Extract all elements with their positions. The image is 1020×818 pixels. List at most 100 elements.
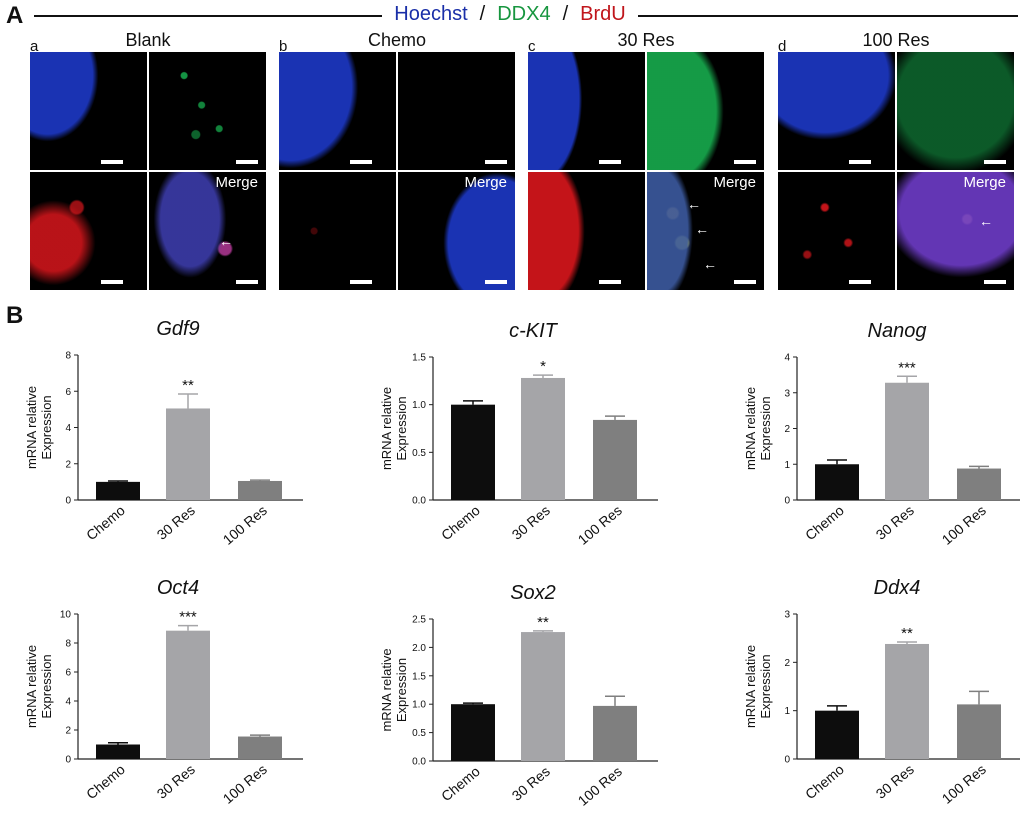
y-tick-label: 0 (65, 496, 71, 507)
significance-marker: ** (537, 614, 549, 631)
group-label: d (778, 38, 787, 55)
legend-sep-2: / (556, 3, 575, 25)
group-title: Chemo (367, 30, 427, 50)
x-tick-label: 100 Res (939, 502, 989, 548)
bar-3 (238, 480, 282, 500)
y-tick-label: 2 (784, 424, 790, 435)
bar-2 (885, 382, 929, 500)
arrow-icon: ← (695, 221, 709, 237)
x-tick-label: 30 Res (509, 502, 553, 543)
group-title: Blank (125, 30, 171, 50)
brdu-tile (528, 172, 645, 290)
significance-marker: ** (182, 377, 194, 394)
y-tick-label: 2 (784, 658, 790, 669)
hoechst-tile (30, 52, 147, 170)
merge-tile: Merge ← (897, 172, 1014, 290)
y-tick-label: 1.5 (412, 671, 426, 682)
significance-marker: ** (901, 625, 913, 642)
merge-tile: Merge ← ← ← (647, 172, 764, 290)
significance-marker: *** (179, 609, 197, 626)
micrograph-group-4: d 100 Res Merge ← (778, 30, 1014, 290)
group-label: b (279, 38, 288, 55)
chart-1: Gdf9 0 2 4 6 8 mRNA relativeExpression Chemo ** 3… (24, 318, 303, 548)
y-tick-label: 10 (60, 610, 72, 621)
y-tick-label: 8 (65, 639, 71, 650)
panel-a-letter: A (6, 2, 24, 29)
y-tick-label: 1.0 (412, 700, 426, 711)
bar-3 (957, 468, 1001, 500)
chart-4: Oct4 0 2 4 6 8 10 mRNA relativeExpression Chemo *… (24, 577, 303, 807)
merge-label: Merge (713, 174, 756, 191)
bar-2 (166, 630, 210, 759)
scale-bar (734, 160, 756, 164)
y-tick-label: 0.5 (412, 728, 426, 739)
scale-bar (984, 280, 1006, 284)
y-tick-label: 8 (65, 351, 71, 362)
chart-5: Sox2 0.0 0.5 1.0 1.5 2.0 2.5 mRNA relativeExpre… (379, 582, 658, 809)
x-tick-label: 100 Res (575, 502, 625, 548)
y-tick-label: 0 (784, 496, 790, 507)
scale-bar (101, 160, 123, 164)
y-tick-label: 0.0 (412, 757, 426, 768)
legend-ddx4: DDX4 (491, 3, 557, 25)
bar-3 (957, 704, 1001, 759)
y-axis-label: mRNA relativeExpression (24, 386, 54, 469)
x-tick-label: Chemo (438, 763, 483, 804)
y-tick-label: 4 (784, 353, 790, 364)
y-tick-label: 0.0 (412, 496, 426, 507)
scale-bar (485, 280, 507, 284)
bar-3 (593, 705, 637, 761)
scale-bar (350, 280, 372, 284)
scale-bar (350, 160, 372, 164)
legend-sep-1: / (473, 3, 492, 25)
merge-label: Merge (464, 174, 507, 191)
micrograph-group-1: a Blank Merge ← (30, 30, 266, 290)
x-tick-label: 100 Res (220, 502, 270, 548)
bar-1 (96, 744, 140, 759)
bar-3 (593, 419, 637, 500)
x-tick-label: 30 Res (509, 763, 553, 804)
group-title: 30 Res (617, 30, 675, 50)
significance-marker: * (540, 358, 546, 375)
y-axis-label: mRNA relativeExpression (743, 645, 773, 728)
hoechst-tile (528, 52, 645, 170)
bar-1 (451, 704, 495, 761)
panel-b-letter: B (6, 302, 24, 329)
scale-bar (849, 280, 871, 284)
bar-2 (521, 377, 565, 500)
y-axis-label: mRNA relativeExpression (379, 387, 409, 470)
ddx4-tile (149, 52, 266, 170)
bar-1 (451, 404, 495, 500)
scale-bar (599, 160, 621, 164)
legend-brdu: BrdU (574, 3, 632, 25)
bar-3 (238, 736, 282, 759)
y-tick-label: 0 (784, 755, 790, 766)
hoechst-tile (778, 52, 895, 170)
chart-6: Ddx4 0 1 2 3 mRNA relativeExpression Chemo ** 30… (743, 577, 1020, 807)
y-tick-label: 2.0 (412, 643, 426, 654)
y-tick-label: 0 (65, 755, 71, 766)
arrow-icon: ← (979, 213, 993, 229)
y-tick-label: 2 (65, 459, 71, 470)
group-label: c (528, 38, 536, 55)
x-tick-label: Chemo (802, 761, 847, 802)
y-tick-label: 2.5 (412, 615, 426, 626)
y-axis-label: mRNA relativeExpression (24, 645, 54, 728)
x-tick-label: Chemo (438, 502, 483, 543)
y-tick-label: 1 (784, 706, 790, 717)
chart-title: Oct4 (157, 577, 199, 599)
y-tick-label: 2 (65, 726, 71, 737)
x-tick-label: 30 Res (154, 502, 198, 543)
group-label: a (30, 38, 39, 55)
x-tick-label: Chemo (83, 761, 128, 802)
significance-marker: *** (898, 359, 916, 376)
scale-bar (485, 160, 507, 164)
x-tick-label: 30 Res (873, 502, 917, 543)
brdu-tile (279, 172, 396, 290)
brdu-tile (30, 172, 147, 290)
chart-title: Sox2 (510, 582, 556, 604)
x-tick-label: 100 Res (575, 763, 625, 809)
scale-bar (236, 160, 258, 164)
bar-1 (815, 710, 859, 759)
chart-title: Nanog (868, 320, 927, 342)
